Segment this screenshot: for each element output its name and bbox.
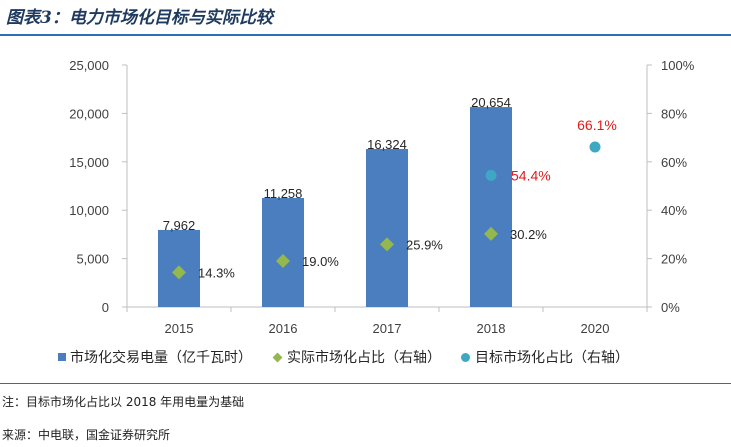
y-right-tick-label: 100% bbox=[661, 58, 695, 73]
y-right-tick-label: 80% bbox=[661, 106, 687, 121]
legend-swatch-dot bbox=[461, 352, 470, 362]
diamond-value-label: 19.0% bbox=[302, 254, 339, 269]
diamond-value-label: 30.2% bbox=[510, 227, 547, 242]
axes: 0 5,000 10,000 15,000 20,000 25,000 0% 20% 40% 60… bbox=[69, 58, 694, 336]
bar bbox=[262, 198, 304, 307]
x-tick-label: 2017 bbox=[373, 321, 402, 336]
legend-item-target: 目标市场化占比（右轴） bbox=[461, 347, 629, 367]
y-left-tick-label: 25,000 bbox=[69, 58, 109, 73]
y-left-tick-label: 15,000 bbox=[69, 155, 109, 170]
y-left-tick-label: 20,000 bbox=[69, 106, 109, 121]
bar bbox=[366, 148, 408, 307]
top-divider bbox=[0, 34, 731, 36]
bottom-divider bbox=[0, 383, 731, 384]
chart-title: 图表3：电力市场化目标与实际比较 bbox=[6, 8, 273, 28]
bar-value-label: 11,258 bbox=[264, 186, 303, 201]
legend-label-target: 目标市场化占比（右轴） bbox=[475, 350, 629, 366]
y-right-tick-label: 20% bbox=[661, 252, 687, 267]
dot-marker bbox=[589, 141, 601, 153]
footnote: 注：目标市场化占比以 2018 年用电量为基础 bbox=[2, 395, 245, 409]
x-tick-label: 2018 bbox=[477, 321, 506, 336]
dot-marker bbox=[485, 169, 497, 181]
x-tick-label: 2020 bbox=[581, 321, 610, 336]
legend-swatch-bar bbox=[58, 353, 66, 361]
y-right-tick-label: 0% bbox=[661, 300, 680, 315]
legend-item-actual: 实际市场化占比（右轴） bbox=[272, 347, 441, 367]
diamond-value-label: 14.3% bbox=[198, 265, 235, 280]
x-tick-label: 2016 bbox=[269, 321, 298, 336]
legend-label-bar: 市场化交易电量（亿千瓦时） bbox=[70, 350, 252, 366]
marker-series bbox=[172, 141, 601, 280]
legend-swatch-diamond bbox=[272, 352, 283, 362]
y-right-tick-label: 60% bbox=[661, 155, 687, 170]
bar-value-label: 16,324 bbox=[367, 137, 407, 152]
diamond-marker bbox=[484, 226, 498, 241]
source-note: 来源：中电联，国金证券研究所 bbox=[2, 428, 171, 442]
diamond-marker bbox=[172, 265, 186, 280]
diamond-marker bbox=[380, 237, 394, 252]
x-tick-label: 2015 bbox=[165, 321, 194, 336]
bar-series bbox=[158, 107, 512, 308]
legend: 市场化交易电量（亿千瓦时） 实际市场化占比（右轴） 目标市场化占比（右轴） bbox=[58, 347, 649, 367]
y-right-tick-label: 40% bbox=[661, 203, 687, 218]
chart-canvas: 0 5,000 10,000 15,000 20,000 25,000 0% 20% 40% 60… bbox=[69, 58, 694, 336]
legend-label-actual: 实际市场化占比（右轴） bbox=[287, 350, 441, 366]
bar bbox=[470, 107, 512, 308]
dot-value-label: 66.1% bbox=[577, 117, 617, 133]
bar-value-label: 7,962 bbox=[163, 218, 196, 233]
diamond-value-label: 25.9% bbox=[406, 237, 443, 252]
dot-value-label: 54.4% bbox=[511, 167, 551, 183]
y-left-tick-label: 10,000 bbox=[69, 203, 109, 218]
data-labels: 7,962 11,258 16,324 20,654 14.3% 19.0% 25.9% 30… bbox=[163, 95, 617, 280]
legend-item-bar: 市场化交易电量（亿千瓦时） bbox=[58, 347, 252, 367]
y-left-tick-label: 5,000 bbox=[76, 252, 109, 267]
y-left-tick-label: 0 bbox=[102, 300, 109, 315]
bar-value-label: 20,654 bbox=[471, 95, 511, 110]
diamond-marker bbox=[276, 254, 290, 269]
